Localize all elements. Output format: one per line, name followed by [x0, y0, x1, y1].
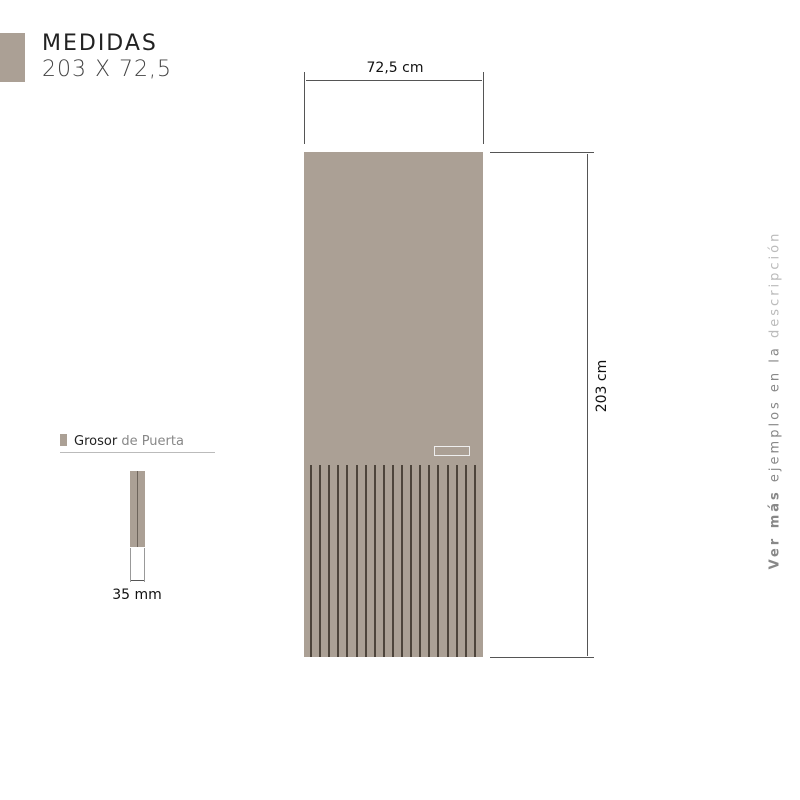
width-dimension-line [306, 80, 482, 81]
door-groove [328, 465, 331, 657]
door-groove [319, 465, 322, 657]
door-groove [364, 465, 367, 657]
height-label: 203 cm [594, 359, 610, 413]
door-groove [464, 465, 467, 657]
door-groove [401, 465, 403, 657]
note-bold: Ver más [767, 489, 783, 570]
thickness-extension-left [130, 548, 131, 582]
color-swatch [0, 33, 25, 82]
door-groove [391, 465, 394, 657]
width-extension-right [483, 72, 484, 144]
height-dimension-line [587, 154, 588, 656]
note-light: descripción [767, 230, 783, 338]
door-groove [428, 465, 431, 657]
note-normal: ejemplos en la [767, 345, 783, 483]
see-more-note: Ver más ejemplos en la descripción [768, 231, 783, 570]
door-groove [355, 465, 358, 657]
door-groove [446, 465, 449, 657]
title: MEDIDAS [42, 31, 158, 56]
door-handle [434, 446, 470, 456]
thickness-heading-light: de Puerta [121, 434, 184, 449]
thickness-label: 35 mm [112, 587, 162, 603]
heading-underline [60, 452, 215, 453]
thickness-heading: Grosor de Puerta [60, 434, 184, 449]
door-groove [473, 465, 476, 657]
bullet-square [60, 434, 67, 446]
width-extension-left [304, 72, 305, 144]
profile-center-line [137, 471, 138, 547]
height-extension-bottom [490, 657, 594, 658]
thickness-dimension-line [131, 580, 144, 581]
door-groove [310, 465, 312, 657]
door-groove [419, 465, 422, 657]
width-label: 72,5 cm [366, 60, 424, 76]
door-groove [382, 465, 385, 657]
door-groove [437, 465, 440, 657]
door-groove [410, 465, 413, 657]
door-groove [373, 465, 376, 657]
thickness-extension-right [144, 548, 145, 582]
height-extension-top [490, 152, 594, 153]
door-groove [337, 465, 340, 657]
door-groove [346, 465, 349, 657]
dimensions-summary: 203 X 72,5 [42, 57, 173, 82]
door-groove [455, 465, 458, 657]
thickness-heading-bold: Grosor [74, 434, 118, 449]
